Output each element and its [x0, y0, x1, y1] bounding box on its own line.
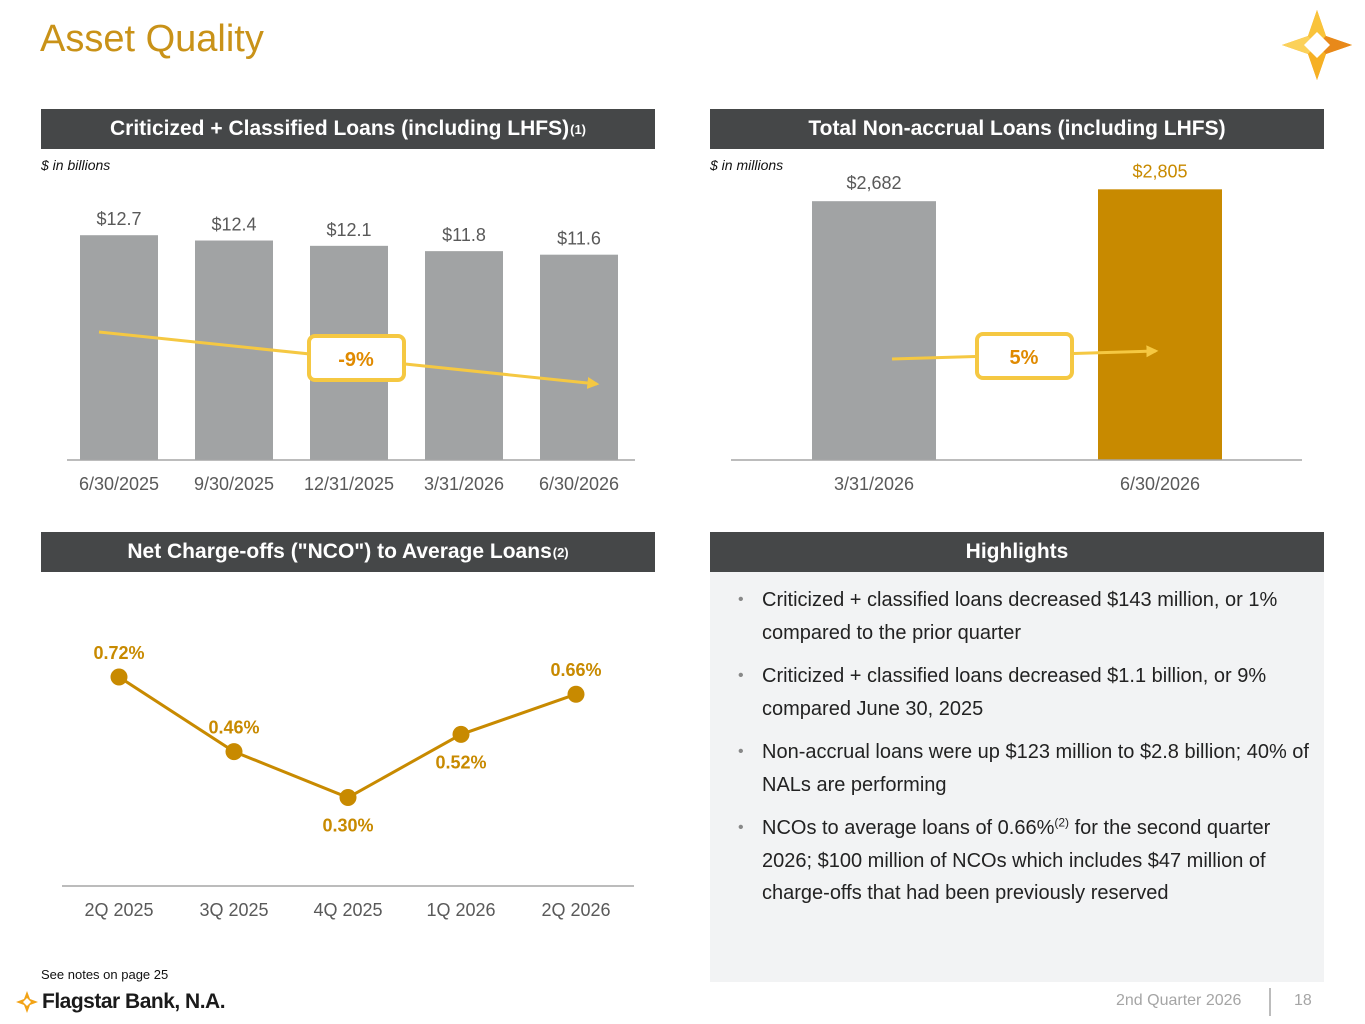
highlights-box: Criticized + classified loans decreased … [710, 572, 1324, 982]
x-tick-label: 3/31/2026 [424, 474, 504, 494]
criticized-unit-label: $ in billions [41, 157, 111, 173]
brand-name: Flagstar Bank, N.A. [42, 990, 226, 1013]
data-label: 0.46% [208, 718, 259, 738]
bar [540, 254, 618, 460]
bar-value-label: $11.8 [442, 225, 486, 245]
change-badge [307, 334, 406, 382]
bar-value-label: $12.4 [211, 215, 256, 235]
nco-header: Net Charge-offs ("NCO") to Average Loans… [41, 532, 655, 572]
highlight-sup: (2) [1054, 815, 1070, 830]
data-point [225, 743, 243, 761]
criticized-loans-header: Criticized + Classified Loans (including… [41, 109, 655, 149]
highlight-item: Criticized + classified loans decreased … [738, 584, 1310, 649]
bar-value-label: $2,805 [1132, 161, 1187, 181]
x-tick-label: 12/31/2025 [304, 474, 394, 494]
flagstar-star-logo-icon [1282, 10, 1352, 80]
page-title: Asset Quality [40, 18, 264, 60]
highlight-text: for the second quarter 2026; $100 millio… [762, 817, 1271, 904]
bar-value-label: $12.7 [96, 209, 141, 229]
data-point [339, 789, 357, 807]
series-line [118, 675, 577, 800]
x-tick-label: 6/30/2026 [539, 474, 619, 494]
criticized-loans-chart: $12.7 6/30/2025 $12.4 9/30/2025 $12.1 12/31/2… [67, 209, 635, 494]
data-label: 0.66% [550, 660, 601, 680]
nonaccrual-header-text: Total Non-accrual Loans (including LHFS) [808, 117, 1226, 140]
highlight-item: NCOs to average loans of 0.66%(2) for th… [738, 812, 1310, 910]
footer-quarter: 2nd Quarter 2026 [1116, 992, 1242, 1009]
data-point [567, 685, 585, 703]
footer-divider [1269, 988, 1271, 1016]
criticized-header-sup: (1) [570, 121, 587, 137]
data-label: 0.30% [322, 816, 373, 836]
bar [1098, 189, 1222, 460]
nonaccrual-unit-label: $ in millions [710, 157, 784, 173]
x-tick-label: 6/30/2025 [79, 474, 159, 494]
change-badge [975, 332, 1074, 380]
data-point [452, 725, 470, 743]
bar-value-label: $2,682 [846, 173, 901, 193]
bar-value-label: $11.6 [557, 229, 601, 249]
highlights-header: Highlights [710, 532, 1324, 572]
criticized-header-text: Criticized + Classified Loans (including… [109, 117, 570, 140]
page-number: 18 [1294, 992, 1312, 1009]
nonaccrual-loans-header: Total Non-accrual Loans (including LHFS) [710, 109, 1324, 149]
bar [812, 201, 936, 460]
x-tick-label: 2Q 2025 [84, 900, 153, 920]
x-tick-label: 6/30/2026 [1120, 474, 1200, 494]
bar [80, 235, 158, 460]
x-tick-label: 1Q 2026 [426, 900, 495, 920]
flagstar-small-star-icon [16, 991, 38, 1013]
x-tick-label: 2Q 2026 [541, 900, 610, 920]
bar [425, 251, 503, 460]
data-label: 0.52% [435, 752, 486, 772]
data-point [110, 668, 128, 686]
bar-value-label: $12.1 [326, 220, 371, 240]
highlight-item: Criticized + classified loans decreased … [738, 660, 1310, 725]
brand-logo: Flagstar Bank, N.A. [16, 990, 226, 1014]
highlights-list: Criticized + classified loans decreased … [710, 572, 1324, 910]
nco-header-sup: (2) [552, 544, 569, 560]
x-tick-label: 9/30/2025 [194, 474, 274, 494]
x-tick-label: 3Q 2025 [199, 900, 268, 920]
nonaccrual-loans-chart: $2,682 3/31/2026 $2,805 6/30/2026 5% [731, 161, 1302, 494]
change-badge-label: -9% [338, 349, 374, 371]
x-tick-label: 4Q 2025 [313, 900, 382, 920]
change-badge-label: 5% [1010, 347, 1039, 369]
footnote-reference: See notes on page 25 [41, 967, 169, 982]
highlight-text: NCOs to average loans of 0.66% [762, 817, 1055, 839]
nco-line-chart: 0.72% 0.46% 0.30% 0.52% 0.66% 2Q 2025 3Q 2025 4… [62, 643, 634, 920]
highlight-item: Non-accrual loans were up $123 million t… [738, 736, 1310, 801]
x-tick-label: 3/31/2026 [834, 474, 914, 494]
nco-header-text: Net Charge-offs ("NCO") to Average Loans [127, 540, 552, 563]
data-label: 0.72% [93, 643, 144, 663]
